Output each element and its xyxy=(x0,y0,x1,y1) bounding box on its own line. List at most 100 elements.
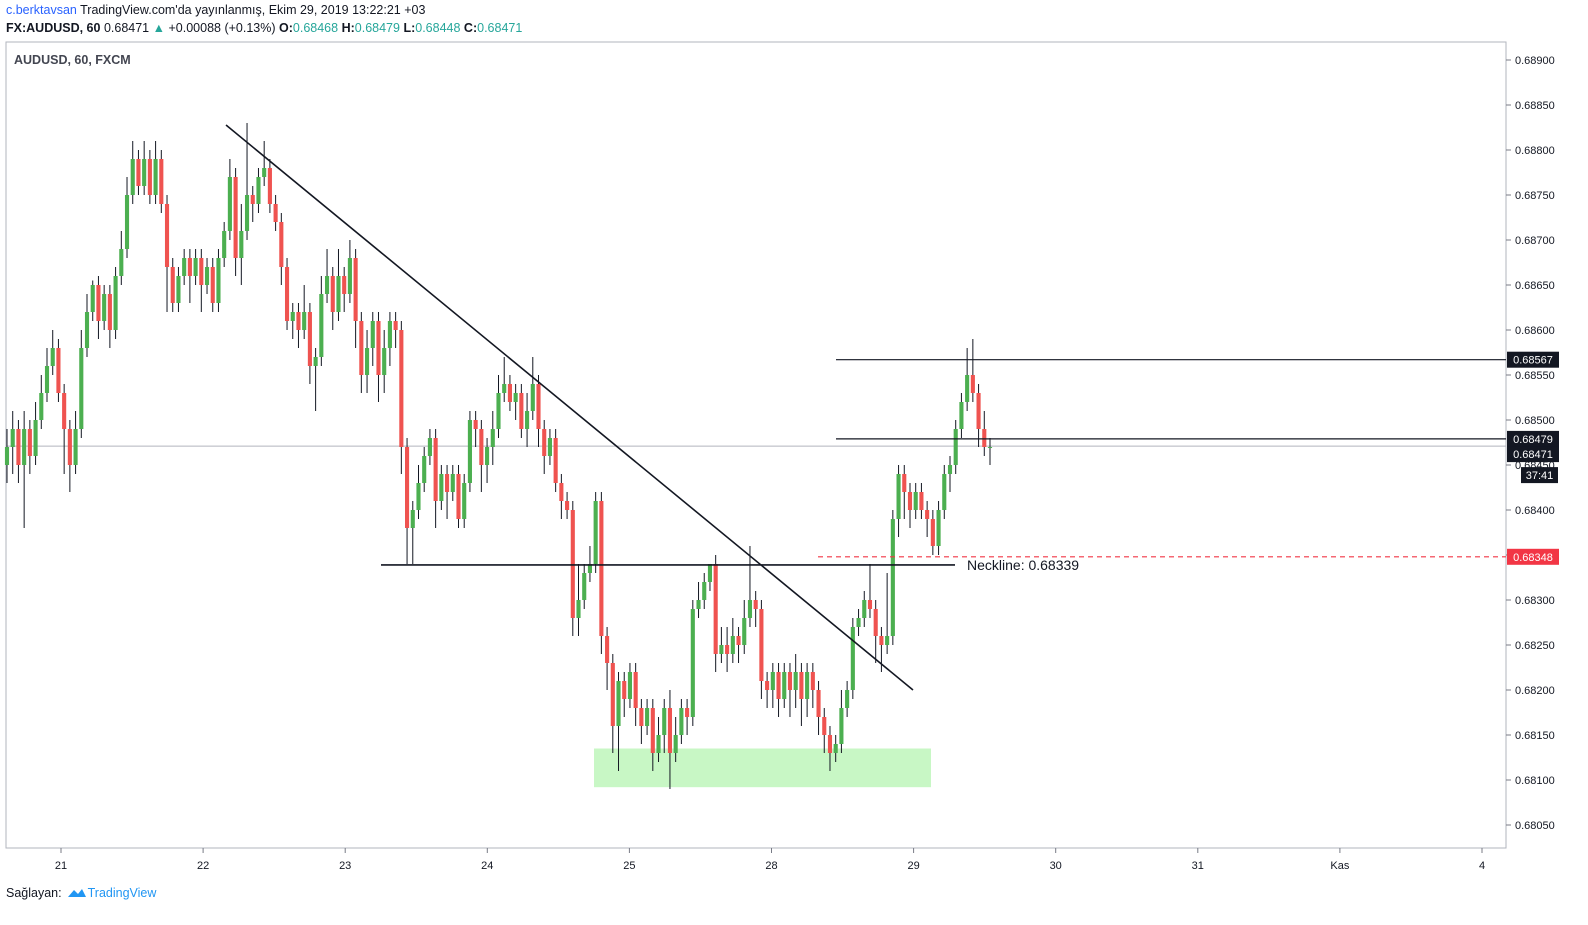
candle[interactable] xyxy=(113,267,118,339)
candle[interactable] xyxy=(56,339,61,402)
candle[interactable] xyxy=(565,492,570,519)
candle[interactable] xyxy=(473,411,478,447)
candle[interactable] xyxy=(159,150,164,213)
candle-body[interactable] xyxy=(885,636,890,645)
candle-body[interactable] xyxy=(667,708,673,753)
candle[interactable] xyxy=(170,258,175,312)
candle-body[interactable] xyxy=(136,159,141,186)
candle-body[interactable] xyxy=(970,375,975,393)
candle[interactable] xyxy=(719,627,724,663)
candle[interactable] xyxy=(622,672,627,717)
candle-body[interactable] xyxy=(645,708,650,726)
candle[interactable] xyxy=(290,303,295,339)
candle[interactable] xyxy=(530,357,535,420)
candle-body[interactable] xyxy=(39,393,44,420)
candle-body[interactable] xyxy=(387,321,392,348)
candle[interactable] xyxy=(199,249,204,312)
candle-body[interactable] xyxy=(816,690,821,717)
candle[interactable] xyxy=(399,321,404,474)
candle[interactable] xyxy=(616,672,621,771)
candle[interactable] xyxy=(84,294,90,357)
candle[interactable] xyxy=(896,465,901,537)
candle-body[interactable] xyxy=(433,438,438,501)
candle-body[interactable] xyxy=(262,168,267,177)
candle-body[interactable] xyxy=(267,168,272,204)
candle-body[interactable] xyxy=(313,357,318,366)
candle-body[interactable] xyxy=(10,429,15,447)
candle[interactable] xyxy=(353,249,358,348)
candle[interactable] xyxy=(50,330,55,375)
candle[interactable] xyxy=(953,420,958,474)
candle[interactable] xyxy=(696,582,701,618)
candle[interactable] xyxy=(525,393,530,447)
candle[interactable] xyxy=(742,600,747,654)
candle-body[interactable] xyxy=(650,708,655,753)
candle-body[interactable] xyxy=(416,483,421,510)
candle-body[interactable] xyxy=(976,393,981,429)
candle[interactable] xyxy=(942,465,947,519)
candle[interactable] xyxy=(16,420,21,483)
candle-body[interactable] xyxy=(679,708,684,735)
candle[interactable] xyxy=(233,168,238,276)
candle[interactable] xyxy=(467,411,472,492)
candle-body[interactable] xyxy=(347,258,352,294)
candle[interactable] xyxy=(850,618,855,699)
candle-body[interactable] xyxy=(199,258,204,285)
candle-body[interactable] xyxy=(393,321,398,330)
candle-body[interactable] xyxy=(599,501,604,636)
candle-body[interactable] xyxy=(73,429,78,465)
candle-body[interactable] xyxy=(279,222,284,267)
candle-body[interactable] xyxy=(473,420,478,429)
candle-body[interactable] xyxy=(164,204,170,267)
candle-body[interactable] xyxy=(782,672,787,699)
candle[interactable] xyxy=(976,384,981,447)
candle-body[interactable] xyxy=(370,321,375,348)
candle[interactable] xyxy=(164,195,170,312)
candle-body[interactable] xyxy=(27,429,32,456)
candle-body[interactable] xyxy=(324,276,330,294)
candle-body[interactable] xyxy=(725,645,730,654)
candle-body[interactable] xyxy=(896,474,901,519)
candle-body[interactable] xyxy=(405,447,410,528)
candle-body[interactable] xyxy=(759,609,764,681)
candle-body[interactable] xyxy=(479,429,484,465)
candle[interactable] xyxy=(147,150,152,204)
candle-body[interactable] xyxy=(936,510,941,546)
candle-body[interactable] xyxy=(467,420,472,483)
candle[interactable] xyxy=(239,204,244,285)
candle[interactable] xyxy=(645,699,650,735)
candle[interactable] xyxy=(553,429,558,492)
candle-body[interactable] xyxy=(930,519,935,546)
candle[interactable] xyxy=(342,267,347,312)
candle-body[interactable] xyxy=(605,636,610,663)
candle[interactable] xyxy=(62,384,67,474)
candle-body[interactable] xyxy=(542,429,547,456)
candle[interactable] xyxy=(10,411,15,474)
candle[interactable] xyxy=(685,699,690,735)
candle-body[interactable] xyxy=(690,609,695,717)
candle[interactable] xyxy=(307,303,312,384)
candle[interactable] xyxy=(182,249,187,285)
candle-body[interactable] xyxy=(730,636,735,654)
candle[interactable] xyxy=(936,501,941,555)
candle-body[interactable] xyxy=(302,312,307,330)
candle[interactable] xyxy=(410,501,415,564)
candle[interactable] xyxy=(673,717,678,762)
candle-body[interactable] xyxy=(890,519,895,636)
author-link[interactable]: c.berktavsan xyxy=(6,3,77,17)
candle[interactable] xyxy=(845,681,850,717)
candle-body[interactable] xyxy=(673,735,678,753)
candle[interactable] xyxy=(456,465,461,528)
candle[interactable] xyxy=(262,141,267,186)
candle[interactable] xyxy=(753,591,758,627)
candle-body[interactable] xyxy=(753,600,758,609)
candle-body[interactable] xyxy=(113,276,118,330)
candle[interactable] xyxy=(142,141,147,195)
candle-body[interactable] xyxy=(799,672,804,699)
candle-body[interactable] xyxy=(662,708,667,735)
candle[interactable] xyxy=(107,285,112,348)
candle-body[interactable] xyxy=(833,744,838,753)
candle-body[interactable] xyxy=(422,456,427,483)
candle[interactable] xyxy=(44,348,50,402)
support-zone[interactable] xyxy=(594,748,931,788)
